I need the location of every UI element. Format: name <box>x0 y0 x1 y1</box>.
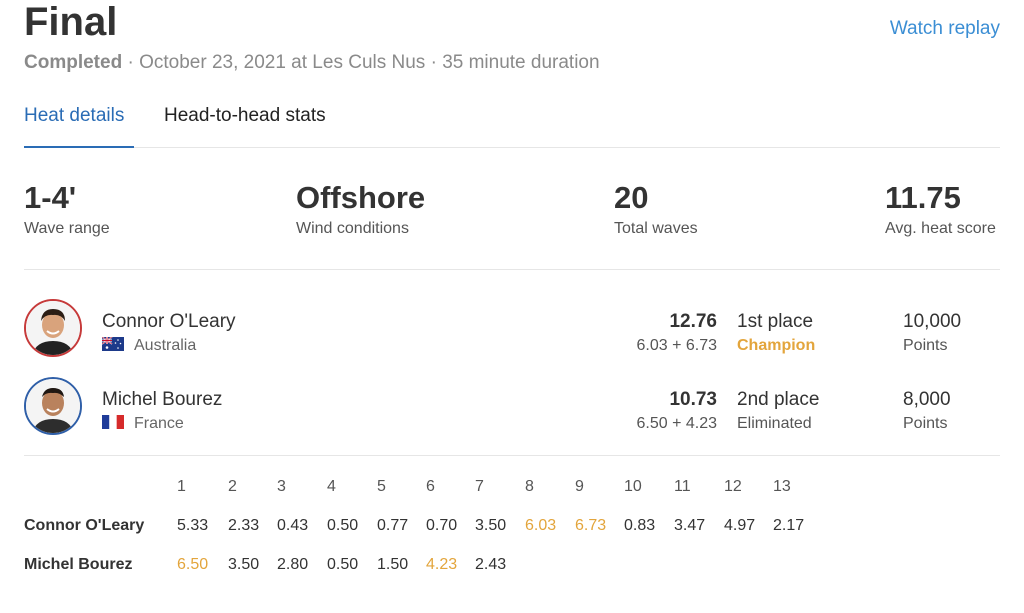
wave-score: 0.50 <box>327 556 359 573</box>
wave-number: 13 <box>773 478 791 495</box>
france-flag-icon <box>102 415 124 429</box>
wave-number: 11 <box>674 478 691 495</box>
wave-score: 1.50 <box>377 556 409 573</box>
wave-row-name: Connor O'Leary <box>24 517 145 534</box>
stat-total-waves: 20 Total waves <box>614 180 698 238</box>
wave-score: 2.43 <box>475 556 507 573</box>
wave-score: 2.17 <box>773 517 805 534</box>
points-value: 10,000 <box>903 311 962 332</box>
avatar[interactable] <box>24 377 82 435</box>
wave-number: 4 <box>327 478 336 495</box>
wave-row-name: Michel Bourez <box>24 556 133 573</box>
wave-score: 5.33 <box>177 517 209 534</box>
stat-wave-range: 1-4' Wave range <box>24 180 110 238</box>
counting-wave-score: 6.03 <box>525 517 557 534</box>
competitor-name[interactable]: Connor O'Leary <box>102 311 236 332</box>
wave-number: 6 <box>426 478 435 495</box>
competitor-country: Australia <box>102 337 196 355</box>
wave-number: 9 <box>575 478 584 495</box>
wave-score: 0.70 <box>426 517 458 534</box>
wave-score: 2.80 <box>277 556 309 573</box>
wave-number: 10 <box>624 478 642 495</box>
counting-wave-score: 6.73 <box>575 517 607 534</box>
counting-wave-score: 6.50 <box>177 556 209 573</box>
surfer-portrait-icon <box>26 379 80 433</box>
page-title: Final <box>24 0 118 44</box>
wave-number: 7 <box>475 478 484 495</box>
wave-score: 4.97 <box>724 517 756 534</box>
wave-score: 3.50 <box>228 556 260 573</box>
stat-avg-heat-score: 11.75 Avg. heat score <box>885 180 996 238</box>
stat-label: Total waves <box>614 220 698 237</box>
stat-value: 20 <box>614 180 649 215</box>
competitor-row[interactable]: Connor O'Leary Australia 12.76 6.03 + 6.… <box>24 299 1000 359</box>
points-value: 8,000 <box>903 389 951 410</box>
stat-value: 1-4' <box>24 180 77 215</box>
wave-number: 1 <box>177 478 186 495</box>
score-breakdown: 6.50 + 4.23 <box>636 415 717 432</box>
placing: 1st place <box>737 311 814 332</box>
date-location: October 23, 2021 at Les Culs Nus <box>139 52 426 73</box>
tab-bar: Heat details Head-to-head stats <box>24 104 1000 148</box>
wave-score: 0.77 <box>377 517 409 534</box>
wave-score: 0.43 <box>277 517 309 534</box>
watch-replay-link[interactable]: Watch replay <box>889 18 1000 39</box>
counting-wave-score: 4.23 <box>426 556 458 573</box>
points-label: Points <box>903 337 948 354</box>
stat-label: Wave range <box>24 220 110 237</box>
country-name: Australia <box>134 337 197 354</box>
wave-score: 3.47 <box>674 517 706 534</box>
wave-score: 0.83 <box>624 517 656 534</box>
meta-separator: · <box>430 52 437 73</box>
stat-value: Offshore <box>296 180 426 215</box>
placing: 2nd place <box>737 389 820 410</box>
points-label: Points <box>903 415 948 432</box>
heat-total-score: 10.73 <box>669 389 717 410</box>
stat-wind-conditions: Offshore Wind conditions <box>296 180 425 238</box>
competitor-name[interactable]: Michel Bourez <box>102 389 223 410</box>
competitor-row[interactable]: Michel Bourez France 10.73 6.50 + 4.23 2… <box>24 377 1000 437</box>
status-label: Completed <box>24 52 123 73</box>
stat-label: Wind conditions <box>296 220 409 237</box>
meta-separator: · <box>127 52 134 73</box>
avatar[interactable] <box>24 299 82 357</box>
score-breakdown: 6.03 + 6.73 <box>636 337 717 354</box>
wave-number: 8 <box>525 478 534 495</box>
wave-number: 3 <box>277 478 286 495</box>
wave-score: 0.50 <box>327 517 359 534</box>
tab-heat-details[interactable]: Heat details <box>24 104 134 148</box>
competitor-list: Connor O'Leary Australia 12.76 6.03 + 6.… <box>24 296 1000 456</box>
wave-number: 5 <box>377 478 386 495</box>
competitor-country: France <box>102 415 184 433</box>
tab-head-to-head-stats[interactable]: Head-to-head stats <box>164 105 326 126</box>
wave-score: 2.33 <box>228 517 260 534</box>
country-name: France <box>134 415 184 432</box>
duration: 35 minute duration <box>442 52 600 73</box>
result-badge: Eliminated <box>737 415 812 432</box>
wave-number: 2 <box>228 478 237 495</box>
surfer-portrait-icon <box>26 301 80 355</box>
stat-value: 11.75 <box>885 180 961 215</box>
heat-stats: 1-4' Wave range Offshore Wind conditions… <box>24 180 1000 270</box>
heat-total-score: 12.76 <box>669 311 717 332</box>
wave-score: 3.50 <box>475 517 507 534</box>
stat-label: Avg. heat score <box>885 220 996 237</box>
australia-flag-icon <box>102 337 124 351</box>
heat-meta: Completed · October 23, 2021 at Les Culs… <box>24 52 600 74</box>
result-badge: Champion <box>737 337 816 354</box>
wave-number: 12 <box>724 478 742 495</box>
